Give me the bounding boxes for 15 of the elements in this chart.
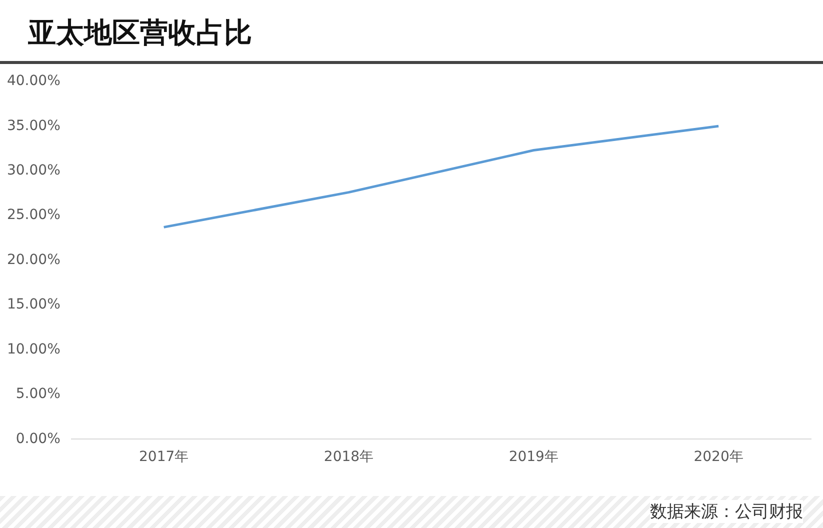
y-tick-label: 40.00% (6, 73, 60, 90)
y-tick-label: 20.00% (6, 252, 60, 268)
x-tick-label: 2020年 (694, 449, 744, 466)
y-tick-label: 35.00% (6, 118, 60, 134)
x-tick-label: 2017年 (139, 449, 189, 466)
y-tick-label: 25.00% (6, 207, 60, 224)
x-tick-label: 2018年 (324, 449, 374, 466)
y-tick-label: 0.00% (16, 430, 60, 447)
source-note: 数据来源：公司财报 (650, 500, 803, 523)
y-tick-label: 5.00% (16, 386, 60, 402)
y-tick-label: 15.00% (6, 296, 60, 313)
y-tick-label: 30.00% (6, 162, 60, 178)
x-tick-label: 2019年 (508, 449, 558, 466)
chart-title: 亚太地区营收占比 (28, 15, 252, 51)
y-tick-label: 10.00% (6, 341, 60, 358)
